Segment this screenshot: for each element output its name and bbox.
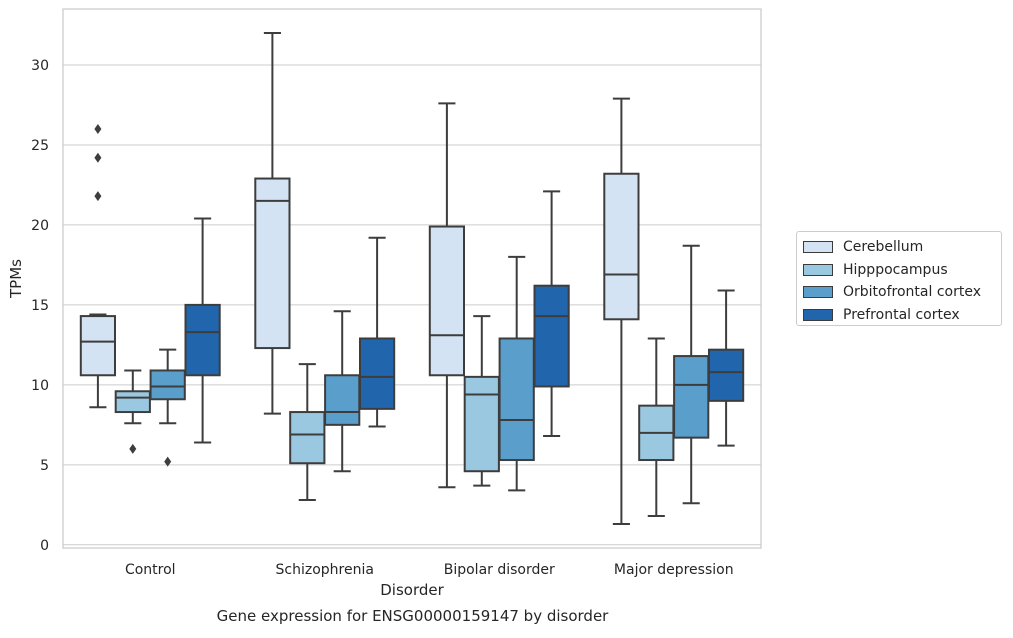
y-tick-label: 5	[40, 458, 49, 474]
box	[603, 97, 640, 526]
box	[707, 289, 745, 447]
x-tick-label: Major depression	[614, 562, 734, 578]
box	[324, 310, 361, 473]
box-body	[498, 337, 535, 462]
box-body	[149, 369, 186, 401]
box	[184, 217, 221, 444]
y-tick-label: 0	[40, 538, 49, 554]
outlier-point	[94, 191, 102, 202]
legend-swatch	[803, 263, 833, 276]
legend-label: Hipppocampus	[843, 261, 948, 278]
box-body	[79, 315, 117, 377]
box	[533, 190, 570, 438]
y-axis-label: TPMs	[7, 259, 25, 299]
plot-frame	[62, 8, 762, 549]
legend-label: Prefrontal cortex	[843, 306, 960, 323]
category-group	[603, 97, 745, 526]
box-body	[254, 177, 291, 350]
category-group	[79, 123, 221, 467]
y-tick-label: 20	[31, 218, 49, 234]
box-body	[324, 374, 361, 426]
box	[289, 363, 326, 502]
y-tick-label: 30	[31, 58, 49, 74]
x-tick-label: Bipolar disorder	[444, 562, 555, 578]
box	[673, 244, 710, 505]
legend: Cerebellum Hipppocampus Orbitofrontal cort…	[796, 231, 1002, 326]
box-body	[673, 355, 710, 439]
legend-item: Cerebellum	[803, 236, 995, 259]
figure-caption: Gene expression for ENSG00000159147 by d…	[216, 607, 609, 625]
category-group	[254, 31, 396, 502]
y-tick-label: 15	[31, 298, 49, 314]
box	[79, 123, 117, 409]
box-body	[114, 390, 151, 414]
x-tick-label: Control	[125, 562, 176, 578]
legend-swatch	[803, 308, 833, 321]
box	[358, 236, 396, 428]
outlier-point	[94, 123, 102, 134]
x-tick-label: Schizophrenia	[276, 562, 374, 578]
x-axis-label: Disorder	[380, 581, 444, 599]
box	[463, 315, 500, 487]
y-tick-labels: 0 5 10 15 20 25 30	[31, 58, 49, 554]
y-tick-label: 10	[31, 378, 49, 394]
outlier-point	[94, 152, 102, 163]
box-body	[289, 411, 326, 465]
box-body	[358, 337, 396, 410]
legend-item: Orbitofrontal cortex	[803, 281, 995, 304]
legend-swatch	[803, 241, 833, 254]
box	[114, 369, 151, 454]
legend-item: Hipppocampus	[803, 259, 995, 282]
legend-swatch	[803, 286, 833, 299]
box-body	[184, 303, 221, 377]
legend-item: Prefrontal cortex	[803, 304, 995, 327]
outlier-point	[129, 443, 137, 454]
legend-label: Cerebellum	[843, 239, 924, 256]
category-group	[428, 102, 570, 492]
box-body	[707, 348, 745, 402]
box	[428, 102, 466, 489]
box	[498, 255, 535, 492]
y-tick-label: 25	[31, 138, 49, 154]
box	[638, 337, 675, 518]
box-body	[533, 284, 570, 388]
box-body	[603, 172, 640, 321]
outlier-point	[164, 456, 172, 467]
box-groups	[79, 31, 745, 526]
legend-label: Orbitofrontal cortex	[843, 284, 981, 301]
box	[254, 31, 291, 415]
box-body	[428, 225, 466, 377]
box	[149, 348, 186, 467]
box-body	[463, 375, 500, 473]
